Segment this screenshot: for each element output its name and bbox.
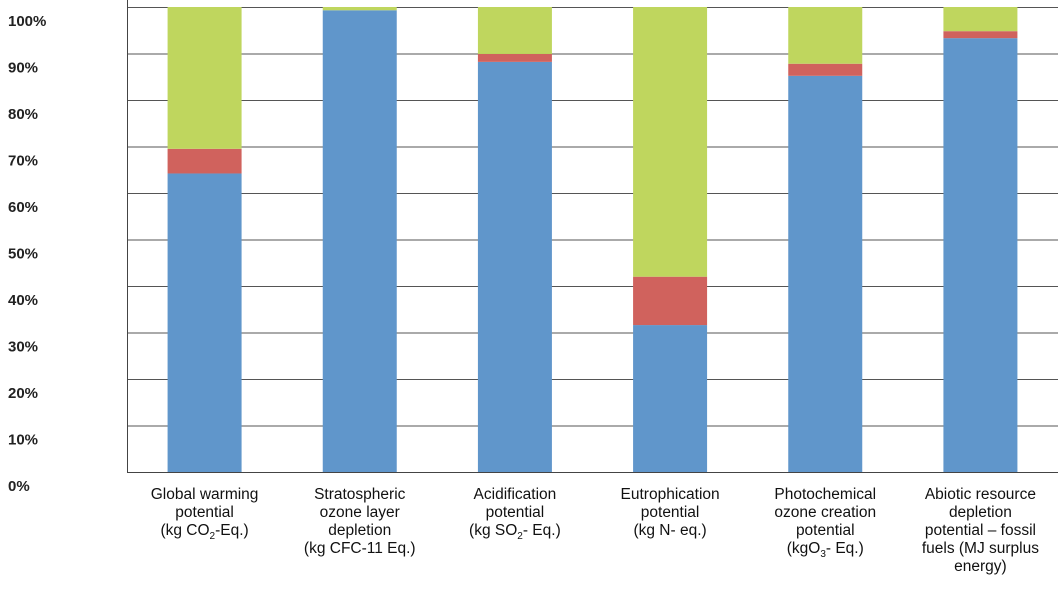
category-label-line: depletion — [328, 522, 392, 539]
bar-segment-4-2 — [788, 7, 863, 64]
category-label: Photochemical ozone creation potential (kgO… — [750, 486, 900, 564]
category-label-line: depletion — [948, 504, 1012, 521]
y-tick-label: 100% — [8, 13, 46, 30]
bar-segment-2-0 — [477, 61, 552, 473]
y-tick-labels: 0% 10% 20% 30% 40% 50% 60% 70% 80% 90% 100% — [8, 13, 46, 495]
bar-segment-4-1 — [788, 63, 863, 76]
y-tick-label: 60% — [8, 199, 38, 216]
y-tick-label: 10% — [8, 432, 38, 449]
category-label-line: potential — [640, 504, 700, 521]
bar-segment-2-1 — [477, 53, 552, 62]
category-label-line: ozone creation — [774, 504, 877, 521]
bar-segment-3-0 — [633, 325, 708, 472]
gridlines — [127, 7, 1058, 473]
y-tick-label: 20% — [8, 385, 38, 402]
category-label: Stratospheric ozone layer depletion (kg CFC… — [285, 486, 435, 558]
category-label-line: (kg SO2- Eq.) — [469, 522, 561, 543]
bar-segment-5-2 — [943, 7, 1018, 32]
category-label: Eutrophication potential (kg N- eq.) — [595, 486, 745, 540]
bar-segment-0-1 — [167, 148, 242, 174]
category-label-line: (kg CFC-11 Eq.) — [303, 540, 416, 557]
category-label: Acidification potential (kg SO2- Eq.) — [440, 486, 590, 546]
bar-segment-1-2 — [322, 7, 397, 11]
category-label-line: Abiotic resource — [924, 486, 1036, 503]
y-tick-label: 80% — [8, 106, 38, 123]
category-label-line: (kgO3- Eq.) — [786, 540, 864, 561]
category-label-line: potential — [795, 522, 855, 539]
y-tick-label: 30% — [8, 339, 38, 356]
category-label-line: Eutrophication — [620, 486, 720, 503]
category-label-line: fuels (MJ surplus — [921, 540, 1039, 557]
category-label-line: ozone layer — [319, 504, 400, 521]
bar-segment-5-0 — [943, 38, 1018, 472]
category-label-line: Global warming — [150, 486, 259, 503]
bars — [167, 7, 1018, 473]
bar-segment-1-0 — [322, 10, 397, 472]
category-label-line: potential — [175, 504, 234, 521]
bar-segment-2-2 — [477, 7, 552, 54]
category-label-line: (kg N- eq.) — [633, 522, 707, 539]
bar-segment-0-2 — [167, 7, 242, 149]
category-label-line: Stratospheric — [314, 486, 406, 503]
y-tick-label: 40% — [8, 292, 38, 309]
bar-segment-4-0 — [788, 75, 863, 472]
category-label-line: potential – fossil — [924, 522, 1036, 539]
y-tick-label: 90% — [8, 60, 38, 77]
y-tick-label: 70% — [8, 153, 38, 170]
bar-segment-0-0 — [167, 173, 242, 472]
category-label-line: Acidification — [473, 486, 557, 503]
bar-segment-3-2 — [633, 7, 708, 277]
category-label-line: Photochemical — [774, 486, 877, 503]
category-label-line: energy) — [954, 558, 1007, 575]
category-label: Abiotic resource depletion potential – fos… — [905, 486, 1055, 576]
category-label: Global warming potential (kg CO2-Eq.) — [130, 486, 280, 546]
y-tick-label: 0% — [8, 478, 30, 495]
category-label-line: (kg CO2-Eq.) — [160, 522, 249, 543]
category-label-line: potential — [485, 504, 545, 521]
bar-segment-5-1 — [943, 31, 1018, 39]
y-tick-label: 50% — [8, 246, 38, 263]
bar-segment-3-1 — [633, 276, 708, 326]
